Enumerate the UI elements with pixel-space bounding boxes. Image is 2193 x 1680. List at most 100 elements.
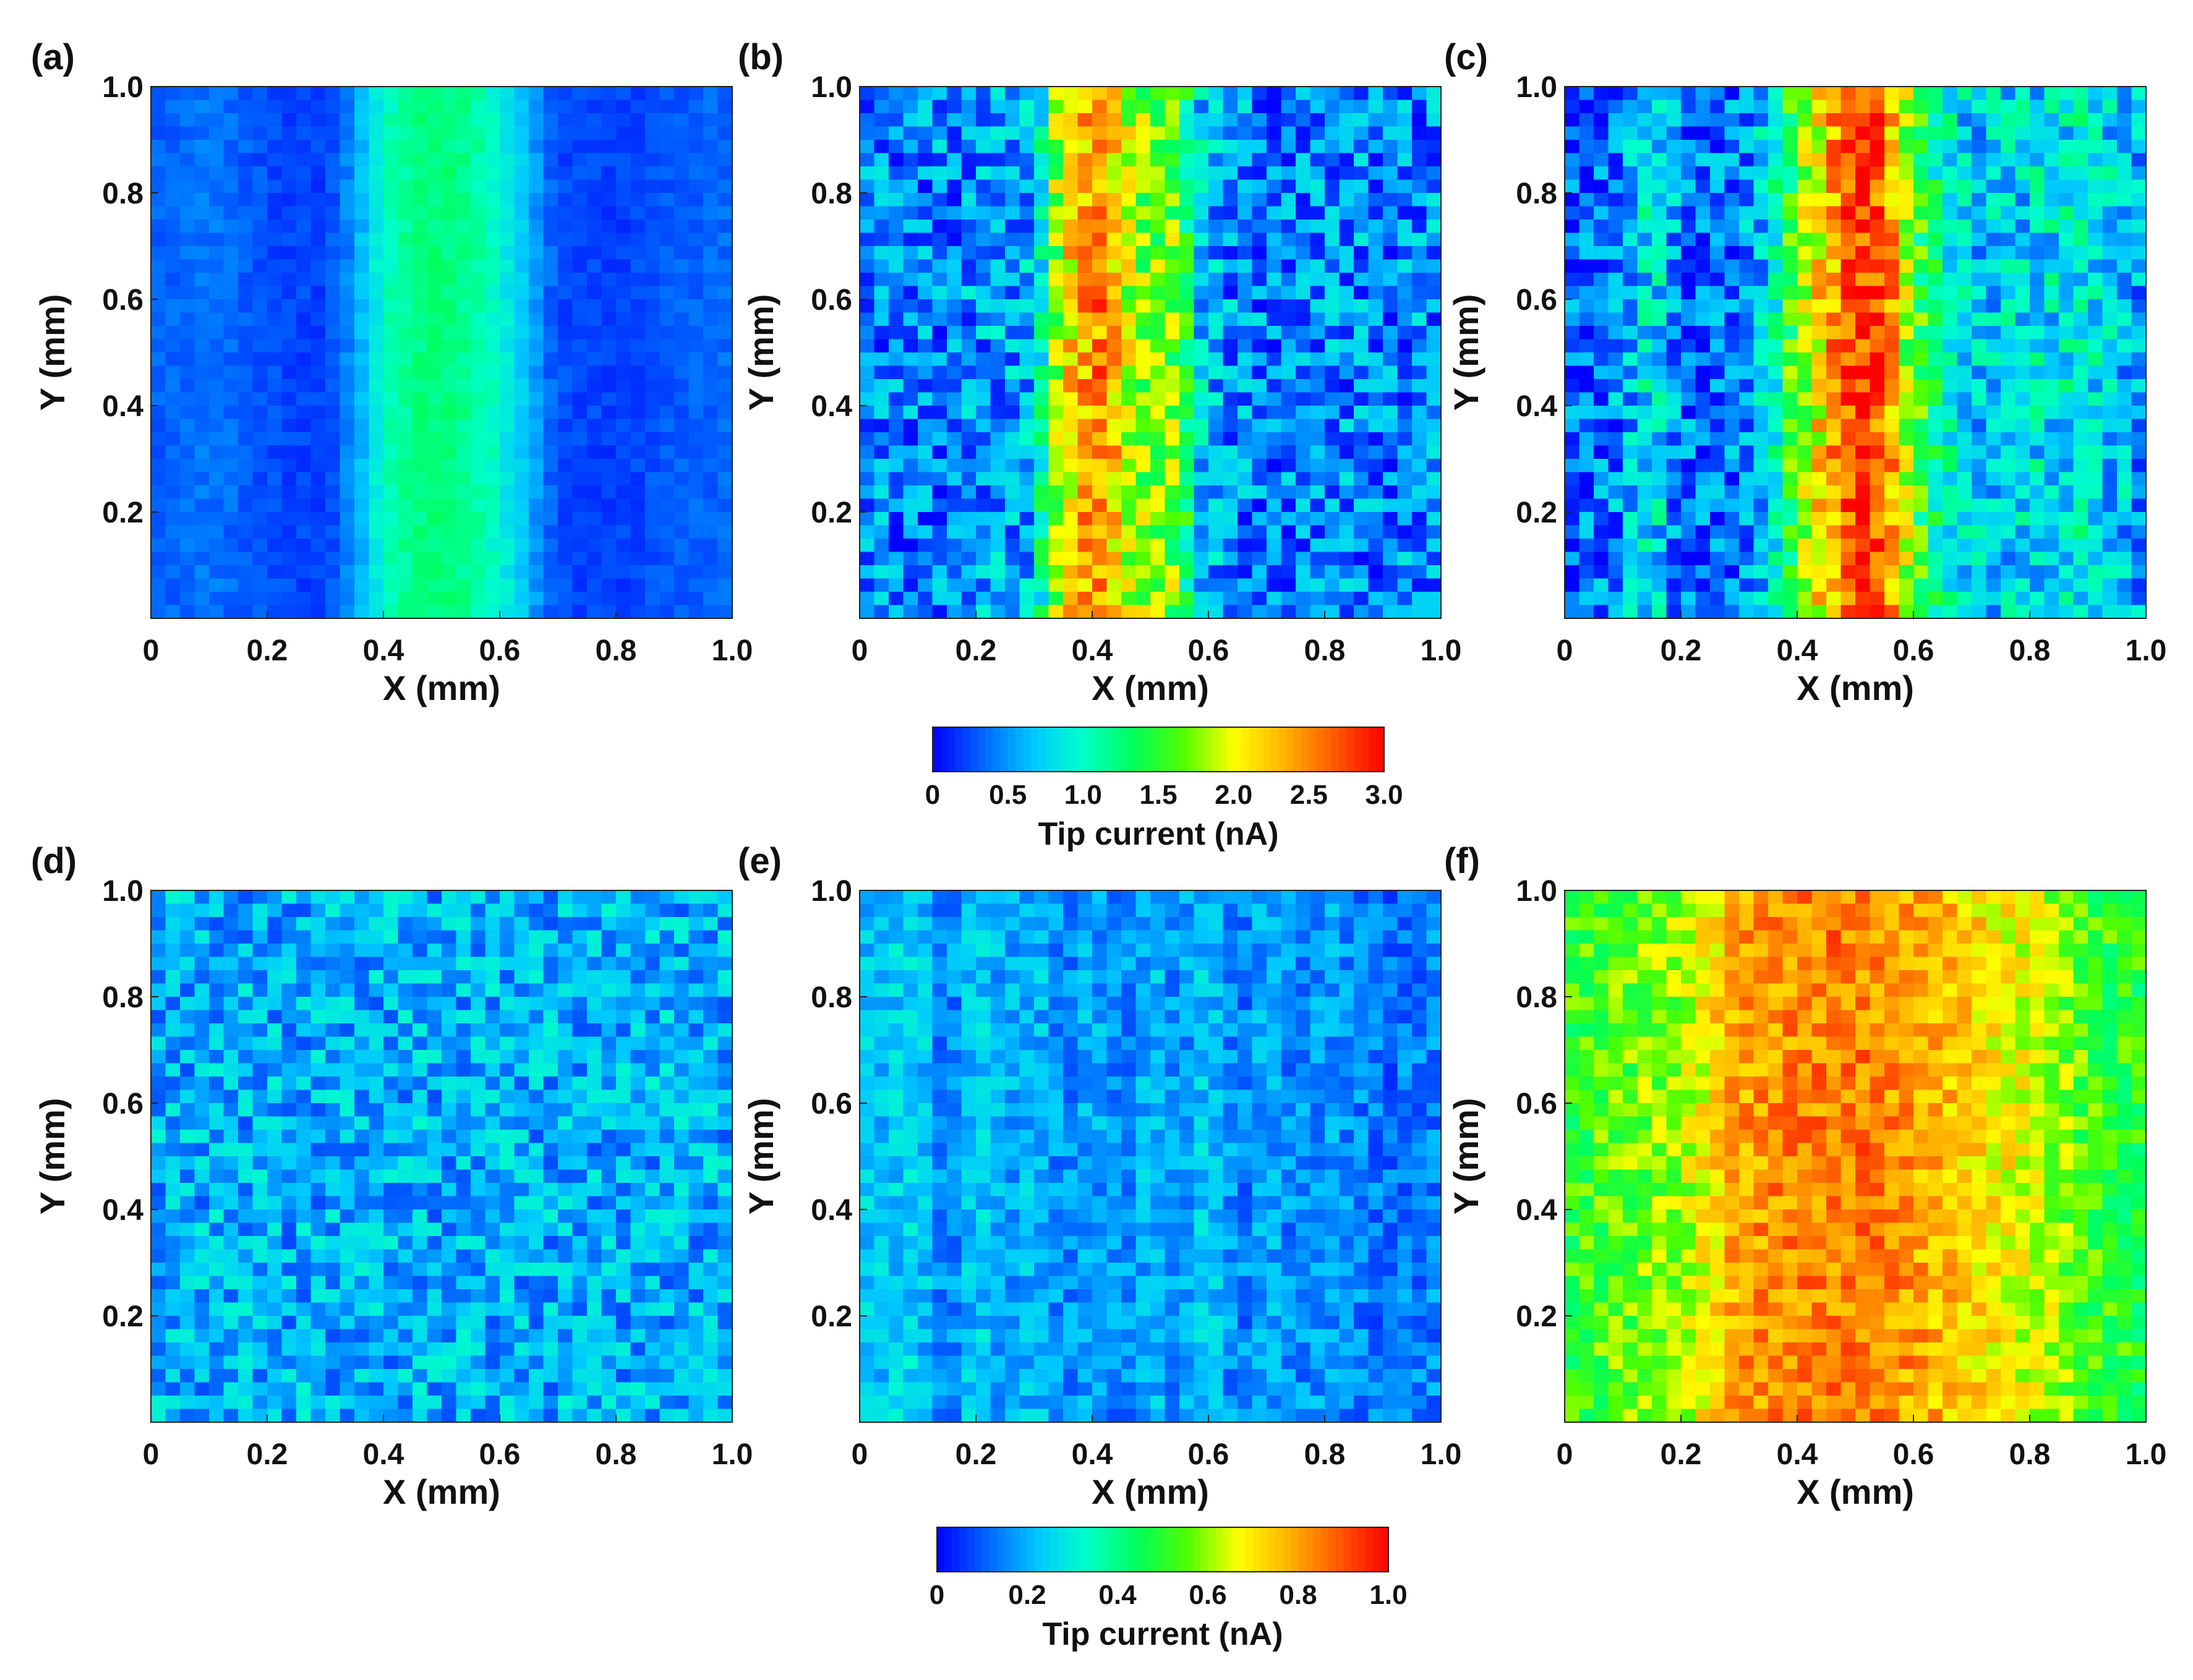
heatmap-cell xyxy=(1296,286,1311,300)
heatmap-cell xyxy=(874,406,889,420)
heatmap-cell xyxy=(427,259,442,273)
heatmap-cell xyxy=(1957,552,1972,566)
heatmap-cell xyxy=(1724,592,1740,606)
heatmap-cell xyxy=(1426,232,1442,247)
heatmap-cell xyxy=(427,339,442,353)
heatmap-cell xyxy=(1753,459,1769,473)
heatmap-cell xyxy=(2088,259,2103,273)
heatmap-cell xyxy=(1565,498,1580,513)
heatmap-cell xyxy=(961,485,977,500)
heatmap-cell xyxy=(1608,179,1623,194)
y-tick-label: 0.8 xyxy=(811,177,852,210)
heatmap-cell xyxy=(874,299,889,313)
heatmap-cell xyxy=(209,140,224,154)
heatmap-cell xyxy=(2059,87,2074,101)
heatmap-cell xyxy=(918,206,933,220)
heatmap-cell xyxy=(151,193,166,207)
heatmap-cell xyxy=(427,605,442,619)
heatmap-cell xyxy=(2030,592,2045,606)
heatmap-cell xyxy=(1695,153,1711,167)
heatmap-cell xyxy=(1368,286,1383,300)
heatmap-cell xyxy=(1077,232,1093,247)
y-tick-label: 0.6 xyxy=(102,284,143,317)
heatmap-cell xyxy=(340,326,355,340)
heatmap-cell xyxy=(471,605,486,619)
heatmap-cell xyxy=(209,179,224,194)
heatmap-cell xyxy=(194,100,210,114)
heatmap-cell xyxy=(1383,193,1398,207)
heatmap-cell xyxy=(2044,352,2059,367)
heatmap-cell xyxy=(1797,392,1813,406)
heatmap-cell xyxy=(209,903,224,918)
heatmap-cell xyxy=(2015,592,2030,606)
heatmap-cell xyxy=(485,126,500,140)
heatmap-cell xyxy=(2102,153,2118,167)
heatmap-cell xyxy=(1034,539,1049,553)
heatmap-cell xyxy=(889,485,904,500)
heatmap-cell xyxy=(659,352,675,367)
heatmap-cell xyxy=(1194,232,1209,247)
heatmap-cell xyxy=(1972,525,1987,539)
heatmap-cell xyxy=(1383,339,1398,353)
heatmap-cell xyxy=(1165,113,1180,127)
heatmap-cell xyxy=(427,179,442,194)
heatmap-cell xyxy=(674,445,690,459)
heatmap-cell xyxy=(630,259,646,273)
heatmap-cell xyxy=(1855,126,1871,140)
heatmap-cell xyxy=(1695,126,1711,140)
heatmap-cell xyxy=(2030,472,2045,486)
heatmap-cell xyxy=(354,498,370,513)
heatmap-cell xyxy=(1594,512,1609,526)
heatmap-cell xyxy=(485,312,500,326)
heatmap-cell xyxy=(860,365,875,380)
heatmap-cell xyxy=(889,339,904,353)
heatmap-cell xyxy=(1383,312,1398,326)
heatmap-cell xyxy=(427,525,442,539)
heatmap-cell xyxy=(990,339,1006,353)
heatmap-cell xyxy=(1797,565,1813,579)
heatmap-cell xyxy=(1623,179,1638,194)
heatmap-cell xyxy=(2001,498,2016,513)
heatmap-cell xyxy=(456,525,471,539)
heatmap-cell xyxy=(1797,432,1813,446)
heatmap-cell xyxy=(587,312,602,326)
heatmap-cell xyxy=(165,485,181,500)
heatmap-cell xyxy=(1782,592,1798,606)
heatmap-cell xyxy=(1811,140,1827,154)
heatmap-cell xyxy=(1397,485,1413,500)
heatmap-cell xyxy=(1034,326,1049,340)
heatmap-cell xyxy=(1267,445,1282,459)
heatmap-cell xyxy=(1695,259,1711,273)
heatmap-cell xyxy=(238,365,254,380)
heatmap-cell xyxy=(1811,326,1827,340)
heatmap-cell xyxy=(889,365,904,380)
heatmap-cell xyxy=(238,512,254,526)
heatmap-cell xyxy=(1943,140,1958,154)
heatmap-cell xyxy=(2073,273,2088,287)
heatmap-cell xyxy=(180,445,195,459)
heatmap-cell xyxy=(1325,379,1340,393)
heatmap-cell xyxy=(688,286,704,300)
heatmap-cell xyxy=(1710,379,1725,393)
heatmap-cell xyxy=(2102,459,2118,473)
heatmap-cell xyxy=(587,286,602,300)
heatmap-cell xyxy=(252,339,268,353)
heatmap-cell xyxy=(1397,365,1413,380)
heatmap-cell xyxy=(1238,286,1253,300)
heatmap-cell xyxy=(1666,179,1682,194)
heatmap-cell xyxy=(471,432,486,446)
heatmap-cell xyxy=(151,419,166,433)
heatmap-cell xyxy=(1019,432,1035,446)
heatmap-cell xyxy=(427,140,442,154)
heatmap-cell xyxy=(1855,379,1871,393)
heatmap-cell xyxy=(558,206,573,220)
heatmap-cell xyxy=(151,432,166,446)
heatmap-cell xyxy=(1637,432,1652,446)
heatmap-cell xyxy=(616,379,631,393)
heatmap-cell xyxy=(500,100,515,114)
heatmap-cell xyxy=(1208,605,1224,619)
heatmap-cell xyxy=(1594,193,1609,207)
heatmap-cell xyxy=(398,485,413,500)
heatmap-cell xyxy=(1339,592,1354,606)
heatmap-cell xyxy=(500,326,515,340)
